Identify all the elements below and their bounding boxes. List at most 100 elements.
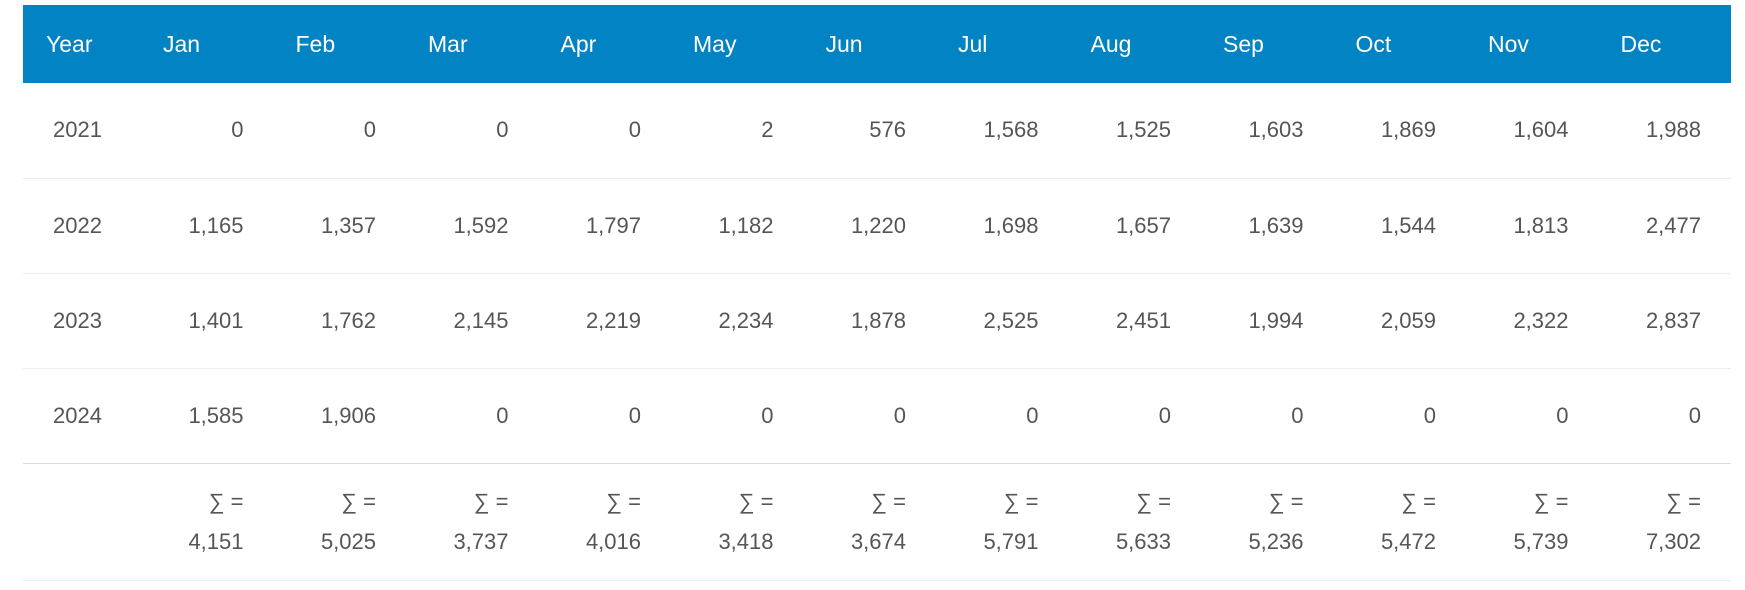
- value-cell: 1,604: [1513, 117, 1569, 143]
- header-year[interactable]: Year: [46, 30, 93, 57]
- sum-value: 5,472: [1380, 528, 1436, 554]
- value-cell: 1,525: [1115, 117, 1171, 143]
- sum-row: ∑ = 4,151 ∑ = 5,025 ∑ = 3,737 ∑ = 4,016 ∑ = 3…: [23, 463, 1731, 580]
- sum-label: ∑ =: [606, 488, 641, 514]
- sum-cell: ∑ = 5,739: [1466, 463, 1599, 580]
- value-cell: 1,988: [1645, 117, 1701, 143]
- sum-label: ∑ =: [1533, 488, 1569, 514]
- value-cell: 1,220: [850, 212, 906, 238]
- sum-row-spacer: [23, 463, 141, 580]
- value-cell: 2,234: [718, 307, 774, 333]
- value-cell: 0: [761, 402, 774, 428]
- header-mar[interactable]: Mar: [428, 30, 468, 57]
- sum-value: 7,302: [1645, 528, 1701, 554]
- value-cell: 2,525: [983, 307, 1039, 333]
- value-cell: 2,059: [1380, 307, 1436, 333]
- sum-cell: ∑ = 4,016: [539, 463, 672, 580]
- value-cell: 1,182: [718, 212, 774, 238]
- sum-value: 5,791: [983, 528, 1039, 554]
- table-row-2024: 2024 1,585 1,906 0 0 0 0 0 0 0 0 0 0: [23, 368, 1731, 463]
- sum-label: ∑ =: [1666, 488, 1701, 514]
- value-cell: 2,477: [1645, 212, 1701, 238]
- value-cell: 2,322: [1513, 307, 1569, 333]
- header-oct[interactable]: Oct: [1355, 30, 1392, 57]
- value-cell: 0: [1688, 402, 1701, 428]
- value-cell: 1,994: [1248, 307, 1304, 333]
- header-nov[interactable]: Nov: [1488, 30, 1529, 57]
- header-row: Year Jan Feb Mar Apr May Jun Jul Aug Sep…: [23, 5, 1731, 83]
- header-jul[interactable]: Jul: [958, 30, 988, 57]
- monthly-totals-table: Year Jan Feb Mar Apr May Jun Jul Aug Sep…: [23, 5, 1731, 581]
- value-cell: 0: [893, 402, 906, 428]
- sum-label: ∑ =: [473, 488, 509, 514]
- value-cell: 576: [869, 117, 906, 143]
- value-cell: 2,145: [453, 307, 509, 333]
- sum-label: ∑ =: [871, 488, 906, 514]
- header-may[interactable]: May: [693, 30, 737, 57]
- sum-label: ∑ =: [1268, 488, 1304, 514]
- monthly-table-container: Year Jan Feb Mar Apr May Jun Jul Aug Sep…: [23, 5, 1731, 581]
- year-cell: 2021: [53, 117, 102, 143]
- sum-value: 3,418: [718, 528, 774, 554]
- sum-value: 4,016: [585, 528, 641, 554]
- value-cell: 1,657: [1115, 212, 1171, 238]
- value-cell: 0: [496, 402, 509, 428]
- value-cell: 1,762: [320, 307, 376, 333]
- value-cell: 1,698: [983, 212, 1039, 238]
- sum-label: ∑ =: [208, 488, 244, 514]
- value-cell: 2,219: [585, 307, 641, 333]
- value-cell: 0: [628, 402, 641, 428]
- header-sep[interactable]: Sep: [1223, 30, 1264, 57]
- value-cell: 0: [628, 117, 641, 143]
- value-cell: 0: [1291, 402, 1304, 428]
- value-cell: 1,603: [1248, 117, 1304, 143]
- header-aug[interactable]: Aug: [1090, 30, 1132, 57]
- sum-cell: ∑ = 3,418: [671, 463, 804, 580]
- value-cell: 0: [1423, 402, 1436, 428]
- sum-cell: ∑ = 5,236: [1201, 463, 1334, 580]
- header-jun[interactable]: Jun: [825, 30, 863, 57]
- value-cell: 1,906: [320, 402, 376, 428]
- value-cell: 0: [1556, 402, 1569, 428]
- sum-label: ∑ =: [341, 488, 376, 514]
- sum-cell: ∑ = 3,737: [406, 463, 539, 580]
- sum-value: 3,737: [453, 528, 509, 554]
- sum-value: 3,674: [850, 528, 906, 554]
- value-cell: 1,357: [320, 212, 376, 238]
- sum-value: 5,739: [1513, 528, 1569, 554]
- sum-cell: ∑ = 5,633: [1069, 463, 1202, 580]
- sum-label: ∑ =: [738, 488, 774, 514]
- sum-label: ∑ =: [1003, 488, 1039, 514]
- value-cell: 2,451: [1115, 307, 1171, 333]
- value-cell: 1,797: [585, 212, 641, 238]
- year-cell: 2022: [53, 212, 102, 238]
- value-cell: 2: [761, 117, 774, 143]
- sum-value: 5,633: [1115, 528, 1171, 554]
- value-cell: 1,813: [1513, 212, 1569, 238]
- sum-cell: ∑ = 5,025: [274, 463, 407, 580]
- value-cell: 1,585: [188, 402, 244, 428]
- value-cell: 1,165: [188, 212, 244, 238]
- sum-cell: ∑ = 4,151: [141, 463, 274, 580]
- value-cell: 1,401: [188, 307, 244, 333]
- header-jan[interactable]: Jan: [163, 30, 201, 57]
- header-dec[interactable]: Dec: [1620, 30, 1662, 57]
- sum-cell: ∑ = 5,791: [936, 463, 1069, 580]
- value-cell: 1,592: [453, 212, 509, 238]
- value-cell: 1,639: [1248, 212, 1304, 238]
- value-cell: 1,869: [1380, 117, 1436, 143]
- value-cell: 0: [496, 117, 509, 143]
- header-feb[interactable]: Feb: [295, 30, 336, 57]
- table-row-2022: 2022 1,165 1,357 1,592 1,797 1,182 1,220…: [23, 178, 1731, 273]
- value-cell: 1,544: [1380, 212, 1436, 238]
- header-apr[interactable]: Apr: [560, 30, 597, 57]
- table-row-2021: 2021 0 0 0 0 2 576 1,568 1,525 1,603 1,8…: [23, 83, 1731, 178]
- sum-value: 5,236: [1248, 528, 1304, 554]
- value-cell: 0: [231, 117, 244, 143]
- table-row-2023: 2023 1,401 1,762 2,145 2,219 2,234 1,878…: [23, 273, 1731, 368]
- value-cell: 0: [1158, 402, 1171, 428]
- sum-value: 4,151: [188, 528, 244, 554]
- year-cell: 2024: [53, 402, 102, 428]
- value-cell: 0: [363, 117, 376, 143]
- value-cell: 2,837: [1645, 307, 1701, 333]
